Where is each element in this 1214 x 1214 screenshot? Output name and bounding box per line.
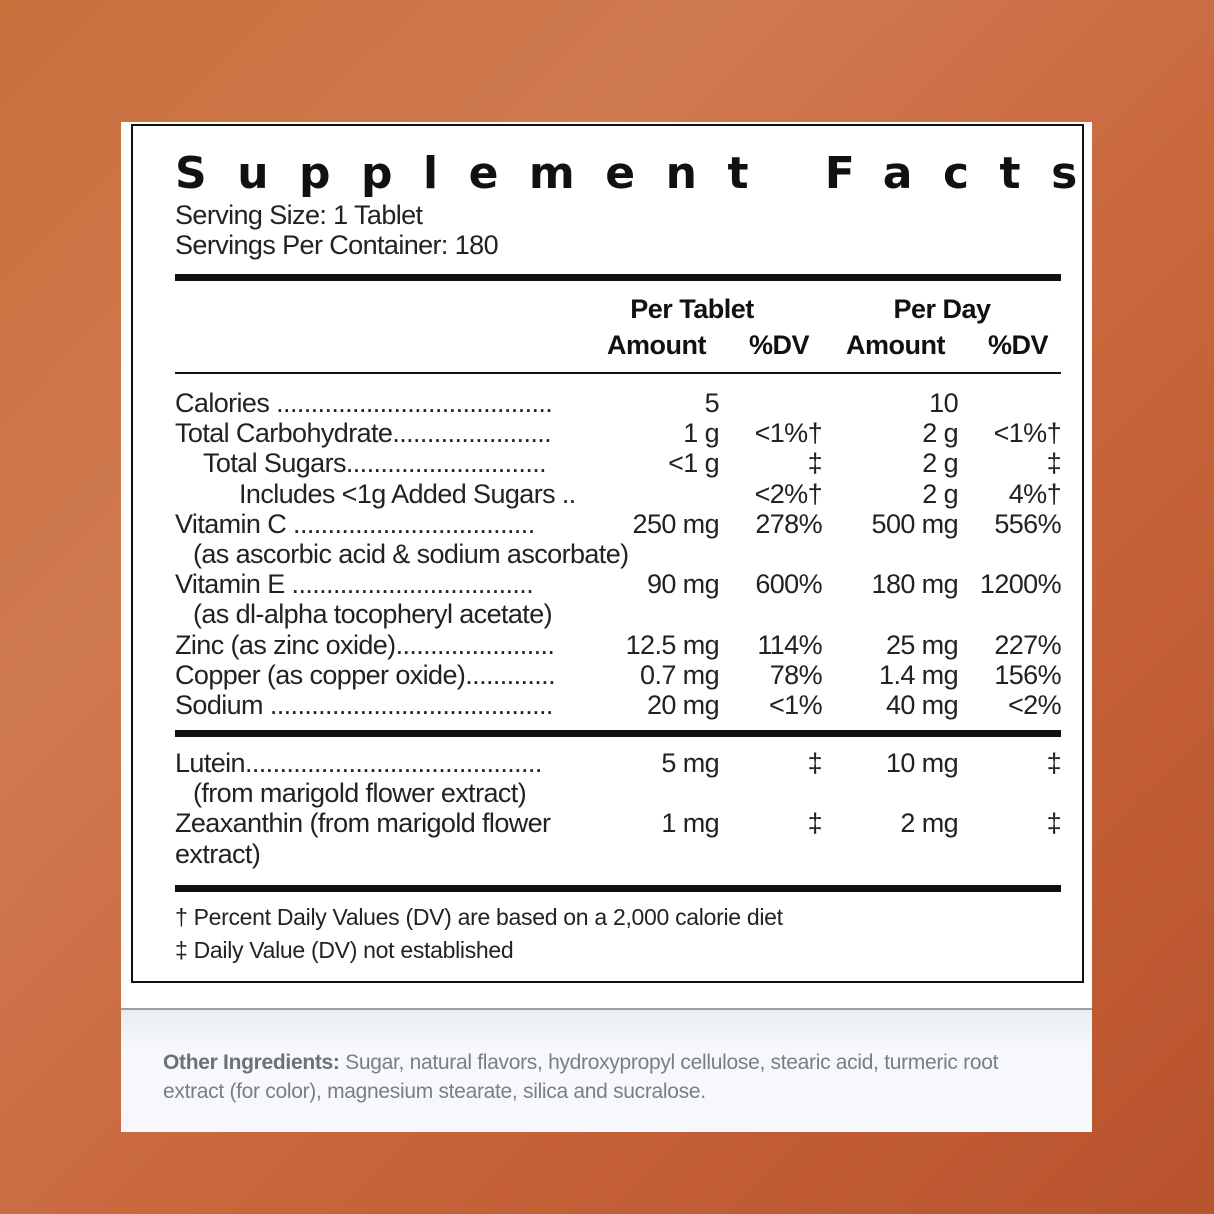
per-day-dv: 227% [994,629,1061,660]
nutrient-row: extract) [175,839,1061,869]
nutrient-row: Vitamin E ..............................… [175,569,1062,600]
nutrient-label: Zeaxanthin (from marigold flower [175,808,551,839]
footnote-dv: † Percent Daily Values (DV) are based on… [175,904,783,930]
nutrient-row: Vitamin C ..............................… [175,508,1062,539]
nutrient-row: Total Carbohydrate......................… [175,418,1062,449]
other-ingredients-text: Sugar, natural flavors, hydroxypropyl ce… [163,1051,999,1103]
other-ingredients-label: Other Ingredients: [163,1051,340,1074]
per-day-dv: ‡ [1046,808,1062,839]
nutrient-label: Vitamin C ..............................… [175,508,535,539]
facts-title: Supplement Facts [175,148,1108,199]
per-day-amount: 1.4 mg [879,659,959,690]
divider-thick [175,885,1061,892]
nutrient-row: Sodium .................................… [175,690,1062,720]
nutrient-label: (as dl-alpha tocopheryl acetate) [193,599,553,630]
nutrient-label: Total Sugars............................… [203,448,547,479]
per-tablet-amount: 1 mg [661,808,719,839]
per-tablet-dv: 278% [755,508,822,539]
per-day-dv: ‡ [1046,448,1062,479]
per-tablet-dv: <1% [769,690,823,720]
per-tablet-dv: 114% [757,629,822,660]
nutrient-row: Includes <1g Added Sugars .. <2%† 2 g 4%† [175,478,1062,509]
per-tablet-amount: 250 mg [632,508,720,539]
nutrient-row: (from marigold flower extract) [175,778,1061,808]
per-tablet-dv: <1%† [754,418,823,449]
per-tablet-amount: 20 mg [646,690,720,720]
nutrient-label: Copper (as copper oxide)............. [175,659,556,690]
nutrient-row: Calories ...............................… [175,388,1061,418]
header-amount-tablet: Amount [607,330,706,360]
header-amount-day: Amount [846,330,945,360]
per-day-amount: 10 [929,388,958,418]
per-day-amount: 10 mg [885,748,959,778]
per-day-amount: 2 g [922,478,958,509]
header-per-day: Per Day [893,294,991,324]
per-day-amount: 2 g [922,418,958,449]
per-tablet-amount: 90 mg [646,569,720,600]
per-tablet-dv: ‡ [807,448,823,479]
nutrient-row: Total Sugars............................… [175,448,1062,479]
per-day-dv: 4%† [1008,478,1062,509]
per-day-amount: 2 g [922,448,958,479]
nutrient-row: Zinc (as zinc oxide)....................… [175,629,1062,660]
serving-size: Serving Size: 1 Tablet [175,200,423,230]
header-dv-day: %DV [987,330,1049,360]
nutrient-row: Zeaxanthin (from marigold flower 1 mg ‡ 2 m… [175,808,1062,839]
per-tablet-dv: ‡ [807,808,823,839]
nutrient-label: (as ascorbic acid & sodium ascorbate) [193,539,629,569]
facts-border: Supplement Facts Serving Size: 1 Tablet … [131,124,1084,983]
per-tablet-dv: 600% [755,569,822,600]
per-tablet-amount: 5 [704,388,720,418]
nutrient-label: Sodium .................................… [175,690,553,720]
nutrient-row: Copper (as copper oxide)............. 0.7… [175,659,1062,690]
other-ingredients-panel: Other Ingredients: Sugar, natural flavor… [121,1008,1092,1132]
nutrient-label: (from marigold flower extract) [193,778,527,809]
per-day-amount: 25 mg [885,629,959,660]
supplement-facts-panel: Supplement Facts Serving Size: 1 Tablet … [121,122,1092,1008]
per-tablet-dv: ‡ [807,748,823,778]
per-day-amount: 500 mg [871,508,959,539]
per-day-dv: <1%† [993,418,1062,449]
divider-thin [175,372,1061,374]
per-day-amount: 40 mg [885,690,959,720]
per-tablet-amount: <1 g [668,448,720,479]
per-tablet-amount: 5 mg [661,748,719,778]
per-tablet-amount: 1 g [683,418,719,449]
servings-per-container: Servings Per Container: 180 [175,230,499,260]
per-day-dv: 556% [994,508,1061,539]
nutrient-label: Lutein..................................… [175,748,542,778]
per-tablet-dv: 78% [769,659,823,690]
per-day-amount: 180 mg [871,569,959,600]
header-dv-tablet: %DV [748,330,810,360]
nutrient-label: Zinc (as zinc oxide)....................… [175,629,555,660]
per-tablet-amount: 0.7 mg [640,659,720,690]
footnote-not-established: ‡ Daily Value (DV) not established [175,937,514,963]
header-per-tablet: Per Tablet [630,294,754,324]
per-tablet-amount: 12.5 mg [625,629,720,660]
per-day-dv: 1200% [979,569,1062,600]
other-ingredients: Other Ingredients: Sugar, natural flavor… [163,1048,1063,1106]
divider-thick [175,274,1061,281]
divider-thick [175,730,1061,737]
nutrient-label: Vitamin E ..............................… [175,569,534,600]
nutrient-label: Total Carbohydrate......................… [175,418,552,449]
nutrient-row: (as ascorbic acid & sodium ascorbate) [175,539,1061,569]
nutrient-label: Calories ...............................… [175,388,553,418]
nutrient-row: Lutein..................................… [175,748,1062,778]
per-day-dv: 156% [994,659,1061,690]
per-day-amount: 2 mg [900,808,958,839]
nutrient-row: (as dl-alpha tocopheryl acetate) [175,599,1061,629]
per-day-dv: <2% [1008,690,1062,720]
nutrient-label: extract) [175,838,261,869]
per-day-dv: ‡ [1046,748,1062,778]
per-tablet-dv: <2%† [754,478,823,509]
nutrient-label: Includes <1g Added Sugars .. [239,478,576,509]
